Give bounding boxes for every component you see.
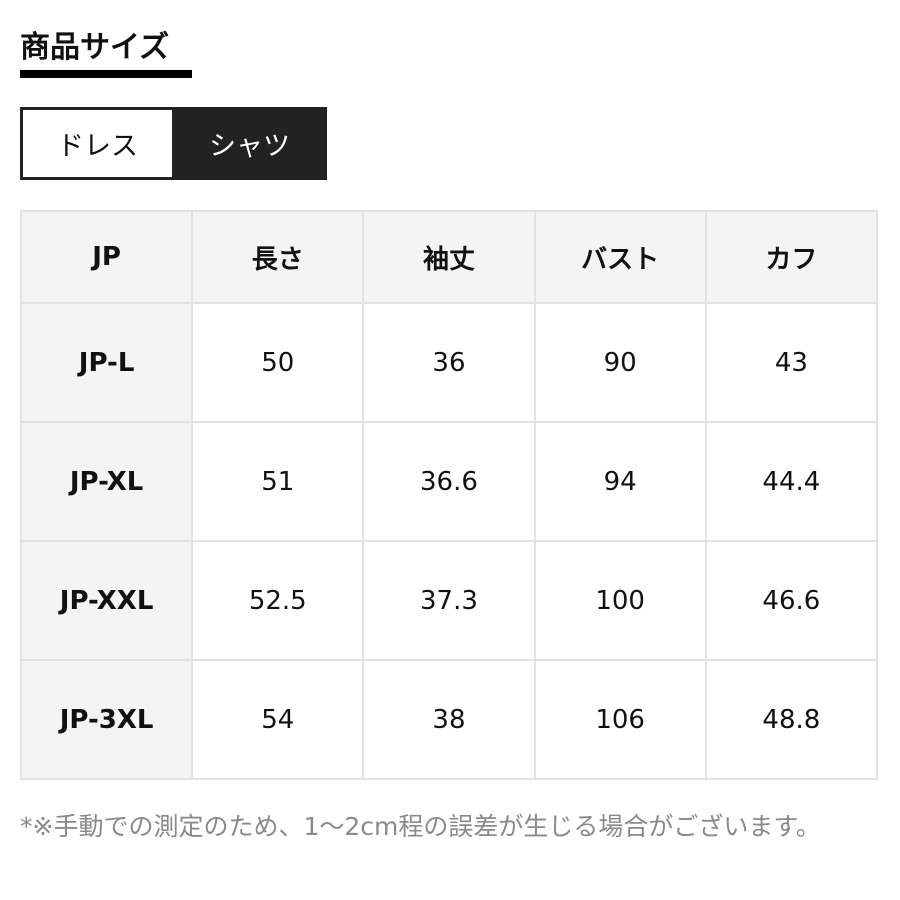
header-jp: JP bbox=[19, 210, 194, 304]
tab-dress[interactable]: ドレス bbox=[23, 110, 172, 177]
size-label-cell: JP-XXL bbox=[19, 540, 194, 661]
table-row: JP-XXL 52.5 37.3 100 46.6 bbox=[19, 540, 879, 661]
measurement-note: *※手動での測定のため、1〜2cm程の誤差が生じる場合がございます。 bbox=[20, 812, 821, 841]
header-cuff: カフ bbox=[704, 210, 879, 304]
measurement-cell: 36 bbox=[362, 302, 536, 423]
measurement-cell: 48.8 bbox=[704, 659, 879, 780]
table-row: JP-3XL 54 38 106 48.8 bbox=[19, 659, 879, 780]
category-tabs: ドレス シャツ bbox=[20, 107, 327, 180]
measurement-cell: 106 bbox=[533, 659, 707, 780]
size-label-cell: JP-XL bbox=[19, 421, 194, 542]
table-header-row: JP 長さ 袖丈 バスト カフ bbox=[19, 210, 879, 304]
measurement-cell: 46.6 bbox=[704, 540, 879, 661]
size-label-cell: JP-3XL bbox=[19, 659, 194, 780]
measurement-cell: 44.4 bbox=[704, 421, 879, 542]
size-table: JP 長さ 袖丈 バスト カフ JP-L 50 36 90 43 JP-XL 51 36.6 9… bbox=[19, 210, 879, 780]
measurement-cell: 54 bbox=[191, 659, 365, 780]
measurement-cell: 52.5 bbox=[191, 540, 365, 661]
measurement-cell: 90 bbox=[533, 302, 707, 423]
page-title: 商品サイズ bbox=[20, 30, 170, 65]
tab-shirt[interactable]: シャツ bbox=[209, 131, 290, 162]
table-row: JP-L 50 36 90 43 bbox=[19, 302, 879, 423]
measurement-cell: 43 bbox=[704, 302, 879, 423]
measurement-cell: 50 bbox=[191, 302, 365, 423]
measurement-cell: 38 bbox=[362, 659, 536, 780]
measurement-cell: 36.6 bbox=[362, 421, 536, 542]
measurement-cell: 51 bbox=[191, 421, 365, 542]
measurement-cell: 94 bbox=[533, 421, 707, 542]
header-length: 長さ bbox=[191, 210, 365, 304]
header-sleeve: 袖丈 bbox=[362, 210, 536, 304]
size-label-cell: JP-L bbox=[19, 302, 194, 423]
header-bust: バスト bbox=[533, 210, 707, 304]
measurement-cell: 100 bbox=[533, 540, 707, 661]
measurement-cell: 37.3 bbox=[362, 540, 536, 661]
title-underline bbox=[20, 70, 192, 78]
table-row: JP-XL 51 36.6 94 44.4 bbox=[19, 421, 879, 542]
